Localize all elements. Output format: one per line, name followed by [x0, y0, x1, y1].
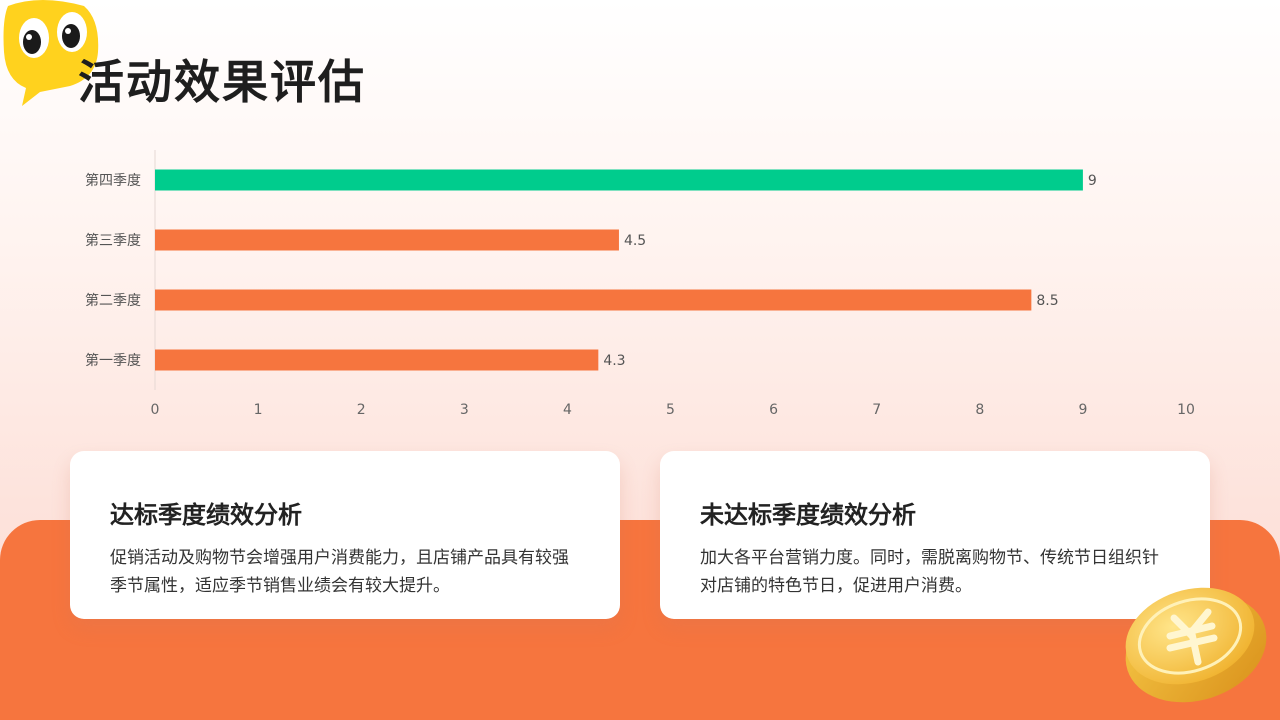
x-tick-label: 6 [769, 402, 778, 418]
bar [155, 169, 1083, 191]
page-title: 活动效果评估 [78, 55, 366, 109]
x-tick-label: 10 [1177, 402, 1195, 418]
x-tick-label: 9 [1078, 402, 1087, 418]
category-label: 第二季度 [85, 292, 141, 309]
data-label: 8.5 [1036, 293, 1058, 309]
data-label: 9 [1088, 173, 1097, 189]
card-title: 未达标季度绩效分析 [700, 501, 916, 529]
x-tick-label: 8 [975, 402, 984, 418]
card-unmet-quarter-analysis: 未达标季度绩效分析 加大各平台营销力度。同时，需脱离购物节、传统节日组织针对店铺… [660, 451, 1210, 619]
card-title: 达标季度绩效分析 [110, 501, 302, 529]
bar [155, 229, 619, 251]
category-label: 第一季度 [85, 352, 141, 369]
card-body: 促销活动及购物节会增强用户消费能力，且店铺产品具有较强季节属性，适应季节销售业绩… [110, 548, 569, 596]
category-label: 第四季度 [85, 172, 141, 189]
data-label: 4.3 [603, 353, 625, 369]
bar [155, 289, 1032, 311]
x-tick-label: 2 [357, 402, 366, 418]
mascot-icon [3, 0, 99, 106]
card-body: 加大各平台营销力度。同时，需脱离购物节、传统节日组织针对店铺的特色节日，促进用户… [700, 548, 1159, 596]
x-tick-label: 0 [151, 402, 160, 418]
x-tick-label: 1 [254, 402, 263, 418]
x-tick-label: 5 [666, 402, 675, 418]
card-met-quarter-analysis: 达标季度绩效分析 促销活动及购物节会增强用户消费能力，且店铺产品具有较强季节属性… [70, 451, 620, 619]
category-label: 第三季度 [85, 232, 141, 249]
x-tick-label: 7 [872, 402, 881, 418]
bar [155, 349, 599, 371]
data-label: 4.5 [624, 233, 646, 249]
bar-chart: 第四季度 9 第三季度 4.5 第二季度 8.5 第一季度 4.3 0 1 2 3 4 5 6 7 8 9 10 [85, 150, 1195, 418]
gold-coin-icon [1125, 587, 1267, 703]
x-tick-label: 3 [460, 402, 469, 418]
x-tick-label: 4 [563, 402, 572, 418]
